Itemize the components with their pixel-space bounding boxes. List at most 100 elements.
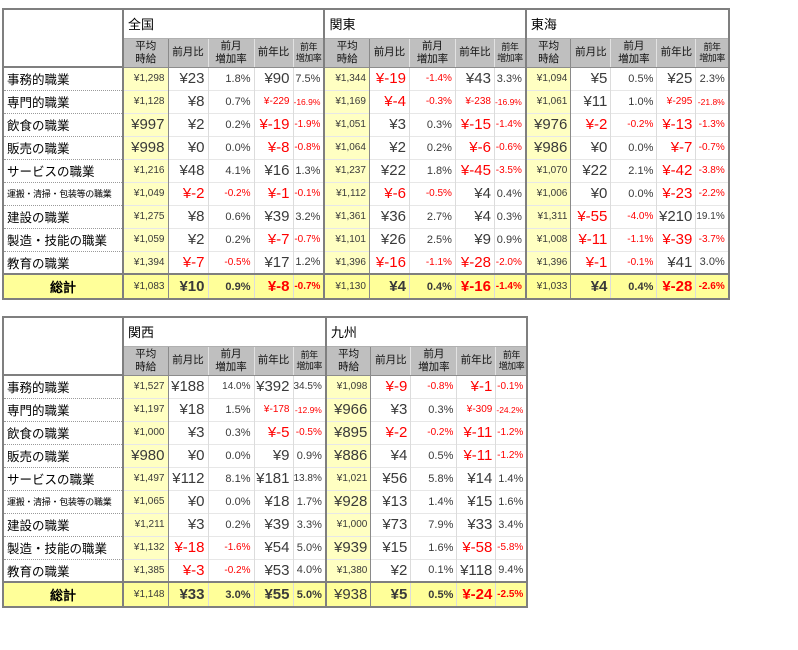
cell-yoy-diff: ¥14	[456, 466, 496, 490]
cell-mom-diff: ¥3	[370, 397, 411, 421]
cell-mom-diff: ¥48	[167, 158, 208, 182]
cell-yoy-rate: 13.8%	[292, 466, 326, 490]
cell-mom-rate: 0.3%	[207, 420, 254, 444]
cell-mom-rate: 2.7%	[408, 204, 456, 228]
cell-mom-rate: 0.5%	[410, 581, 457, 607]
cell-yoy-diff: ¥-23	[656, 181, 696, 205]
cell-mom-rate: -0.2%	[207, 558, 254, 582]
column-header: 前月比	[370, 346, 411, 376]
cell-yoy-diff: ¥-45	[454, 158, 495, 182]
cell-avg-wage: ¥1,298	[122, 66, 169, 90]
row-label: 製造・技能の職業	[3, 535, 123, 559]
cell-yoy-rate: -24.2%	[495, 397, 528, 421]
column-header: 平均 時給	[524, 38, 572, 68]
cell-mom-rate: 0.3%	[410, 397, 457, 421]
cell-mom-diff: ¥0	[570, 181, 611, 205]
cell-mom-diff: ¥4	[370, 443, 411, 467]
cell-mom-diff: ¥33	[167, 581, 208, 607]
row-label: 運搬・清掃・包装等の職業	[3, 489, 123, 513]
cell-mom-diff: ¥-9	[370, 374, 411, 398]
cell-avg-wage: ¥1,083	[122, 273, 169, 299]
cell-mom-rate: 0.2%	[408, 135, 456, 159]
cell-avg-wage: ¥1,070	[524, 158, 572, 182]
row-label: 販売の職業	[3, 135, 123, 159]
cell-mom-rate: -0.2%	[610, 112, 657, 136]
cell-avg-wage: ¥1,527	[122, 374, 169, 398]
cell-mom-rate: 0.2%	[207, 227, 254, 251]
cell-mom-rate: -0.2%	[410, 420, 457, 444]
cell-yoy-rate: -0.7%	[695, 135, 729, 159]
cell-yoy-diff: ¥53	[253, 558, 293, 582]
cell-yoy-rate: -1.9%	[292, 112, 325, 136]
row-label: 総計	[3, 581, 123, 607]
cell-yoy-rate: 2.3%	[695, 66, 729, 90]
cell-yoy-rate: -1.4%	[493, 273, 526, 299]
cell-yoy-rate: -16.9%	[292, 89, 325, 113]
corner-cell	[3, 9, 123, 68]
cell-yoy-rate: 34.5%	[292, 374, 326, 398]
cell-yoy-diff: ¥-7	[656, 135, 696, 159]
cell-yoy-rate: -0.5%	[292, 420, 326, 444]
cell-yoy-rate: -1.2%	[495, 443, 528, 467]
cell-yoy-rate: 3.0%	[695, 250, 729, 274]
cell-yoy-diff: ¥17	[253, 250, 293, 274]
cell-yoy-rate: -2.5%	[495, 581, 528, 607]
cell-avg-wage: ¥1,094	[524, 66, 572, 90]
cell-avg-wage: ¥1,051	[323, 112, 370, 136]
cell-yoy-rate: -2.6%	[695, 273, 729, 299]
cell-avg-wage: ¥1,344	[323, 66, 370, 90]
cell-yoy-diff: ¥-28	[454, 250, 495, 274]
cell-mom-rate: -4.0%	[610, 204, 657, 228]
cell-mom-rate: 0.2%	[207, 112, 254, 136]
cell-avg-wage: ¥1,132	[122, 535, 169, 559]
cell-mom-rate: 0.6%	[207, 204, 254, 228]
cell-avg-wage: ¥1,361	[323, 204, 370, 228]
column-header: 平均 時給	[122, 38, 169, 68]
cell-mom-diff: ¥36	[368, 204, 410, 228]
column-header: 前月 増加率	[408, 38, 456, 68]
cell-avg-wage: ¥1,112	[323, 181, 370, 205]
cell-mom-diff: ¥0	[167, 443, 208, 467]
cell-mom-rate: 0.2%	[207, 512, 254, 536]
cell-avg-wage: ¥1,049	[122, 181, 169, 205]
cell-yoy-rate: 3.3%	[292, 512, 326, 536]
cell-yoy-diff: ¥33	[456, 512, 496, 536]
cell-mom-diff: ¥15	[370, 535, 411, 559]
cell-yoy-rate: 1.4%	[495, 466, 528, 490]
cell-mom-rate: 1.8%	[408, 158, 456, 182]
cell-mom-rate: 4.1%	[207, 158, 254, 182]
cell-avg-wage: ¥1,006	[524, 181, 572, 205]
column-header: 平均 時給	[324, 346, 372, 376]
cell-mom-rate: 1.6%	[410, 535, 457, 559]
cell-mom-rate: 0.9%	[207, 273, 254, 299]
cell-avg-wage: ¥980	[122, 443, 169, 467]
cell-yoy-diff: ¥4	[454, 181, 495, 205]
cell-avg-wage: ¥986	[524, 135, 572, 159]
cell-mom-rate: 0.7%	[207, 89, 254, 113]
cell-avg-wage: ¥1,130	[323, 273, 370, 299]
cell-mom-diff: ¥-55	[570, 204, 611, 228]
cell-yoy-rate: 4.0%	[292, 558, 326, 582]
cell-mom-rate: 1.8%	[207, 66, 254, 90]
cell-avg-wage: ¥1,497	[122, 466, 169, 490]
cell-yoy-diff: ¥39	[253, 512, 293, 536]
cell-mom-rate: 5.8%	[410, 466, 457, 490]
cell-avg-wage: ¥1,059	[122, 227, 169, 251]
cell-mom-diff: ¥-4	[368, 89, 410, 113]
cell-avg-wage: ¥997	[122, 112, 169, 136]
cell-yoy-diff: ¥-13	[656, 112, 696, 136]
cell-yoy-diff: ¥-309	[456, 397, 496, 421]
row-label: サービスの職業	[3, 158, 123, 182]
cell-yoy-rate: -0.1%	[292, 181, 325, 205]
cell-yoy-rate: -3.8%	[695, 158, 729, 182]
cell-mom-diff: ¥-7	[167, 250, 208, 274]
cell-mom-rate: 14.0%	[207, 374, 254, 398]
cell-yoy-diff: ¥-295	[656, 89, 696, 113]
row-label: 運搬・清掃・包装等の職業	[3, 181, 123, 205]
cell-yoy-diff: ¥18	[253, 489, 293, 513]
cell-mom-diff: ¥-3	[167, 558, 208, 582]
cell-mom-diff: ¥5	[370, 581, 411, 607]
column-header: 前年 増加率	[292, 346, 326, 376]
column-header: 前年 増加率	[493, 38, 526, 68]
cell-yoy-rate: -3.5%	[493, 158, 526, 182]
